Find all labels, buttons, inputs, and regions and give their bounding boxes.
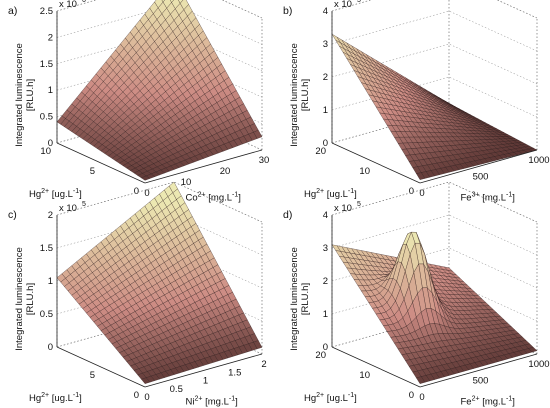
surface-mesh bbox=[331, 231, 538, 384]
z-tick-label: 2 bbox=[48, 210, 53, 221]
z-tick-label: 2 bbox=[323, 276, 328, 287]
metal-tick-label: 1.5 bbox=[228, 367, 241, 378]
z-exponent: 5 bbox=[357, 201, 361, 208]
metal-axis-label: Fe2+ [mg.L-1] bbox=[461, 396, 515, 408]
hg-tick-label: 20 bbox=[315, 146, 326, 157]
surface-mesh bbox=[56, 181, 263, 384]
z-multiplier: x 10 bbox=[334, 203, 352, 214]
metal-axis-label: Fe3+ [mg.L-1] bbox=[461, 192, 515, 204]
metal-tick-label: 0 bbox=[419, 392, 424, 403]
z-tick-label: 1.5 bbox=[40, 59, 53, 70]
z-exponent: 6 bbox=[82, 0, 86, 4]
metal-tick-label: 20 bbox=[220, 166, 231, 177]
metal-axis-label: Ni2+ [mg.L-1] bbox=[186, 396, 238, 408]
hg-axis-label: Hg2+ [ug.L-1] bbox=[304, 392, 357, 404]
z-tick-label: 0.5 bbox=[40, 112, 53, 123]
metal-tick-label: 0 bbox=[144, 188, 149, 199]
hg-tick-label: 10 bbox=[40, 146, 51, 157]
hg-axis-label: Hg2+ [ug.L-1] bbox=[29, 188, 82, 200]
metal-tick-label: 10 bbox=[181, 177, 192, 188]
metal-tick-label: 2 bbox=[261, 359, 266, 370]
axis-lines bbox=[331, 215, 538, 388]
metal-tick-label: 1000 bbox=[528, 359, 549, 370]
metal-tick-label: 0 bbox=[144, 392, 149, 403]
panel-label: a) bbox=[8, 5, 17, 17]
panel-c: 0 0.5 1 1.5 2 x 10 5 0 5 0 0.5 1 1.5 2 Hg2+ [ug.L-1] Ni… bbox=[8, 181, 267, 408]
z-tick-label: 0 bbox=[323, 342, 328, 353]
hg-axis-label: Hg2+ [ug.L-1] bbox=[29, 392, 82, 404]
hg-tick-label: 10 bbox=[359, 166, 370, 177]
hg-tick-label: 20 bbox=[315, 350, 326, 361]
hg-tick-label: 0 bbox=[134, 390, 139, 401]
z-axis-label: Integrated luminescence bbox=[289, 247, 300, 351]
z-tick-label: 0 bbox=[323, 138, 328, 149]
metal-axis-label: Co2+ [mg.L-1] bbox=[186, 192, 241, 204]
hg-tick-label: 5 bbox=[90, 166, 95, 177]
z-tick-label: 1 bbox=[323, 105, 328, 116]
z-exponent: 5 bbox=[357, 0, 361, 4]
z-axis-label: [RLU.h] bbox=[25, 79, 36, 111]
z-exponent: 5 bbox=[82, 201, 86, 208]
metal-tick-label: 30 bbox=[259, 155, 270, 166]
z-multiplier: x 10 bbox=[59, 0, 77, 10]
z-tick-label: 3 bbox=[323, 243, 328, 254]
panel-label: b) bbox=[283, 5, 292, 17]
metal-tick-label: 500 bbox=[473, 376, 489, 387]
z-tick-label: 0.5 bbox=[40, 309, 53, 320]
z-multiplier: x 10 bbox=[334, 0, 352, 10]
hg-tick-label: 0 bbox=[134, 186, 139, 197]
z-tick-label: 1 bbox=[48, 276, 53, 287]
z-axis-label: [RLU.h] bbox=[300, 79, 311, 111]
z-tick-label: 4 bbox=[323, 6, 328, 17]
panel-label: d) bbox=[283, 209, 292, 221]
axis-lines bbox=[56, 215, 263, 388]
hg-tick-label: 10 bbox=[359, 370, 370, 381]
panel-label: c) bbox=[8, 209, 17, 221]
z-tick-label: 3 bbox=[323, 39, 328, 50]
z-multiplier: x 10 bbox=[59, 203, 77, 214]
hg-tick-label: 5 bbox=[90, 370, 95, 381]
axis-lines bbox=[56, 11, 263, 184]
metal-tick-label: 500 bbox=[473, 172, 489, 183]
metal-tick-label: 0 bbox=[419, 188, 424, 199]
hg-tick-label: 0 bbox=[409, 390, 414, 401]
z-tick-label: 2 bbox=[323, 72, 328, 83]
metal-tick-label: 1000 bbox=[528, 155, 549, 166]
z-tick-label: 2 bbox=[48, 32, 53, 43]
z-tick-label: 1 bbox=[48, 85, 53, 96]
z-axis-label: Integrated luminescence bbox=[14, 247, 25, 351]
z-tick-label: 1 bbox=[323, 309, 328, 320]
metal-tick-label: 0.5 bbox=[170, 384, 183, 395]
z-axis-label: Integrated luminescence bbox=[14, 43, 25, 147]
z-axis-label: [RLU.h] bbox=[300, 283, 311, 315]
z-tick-label: 1.5 bbox=[40, 243, 53, 254]
z-tick-label: 4 bbox=[323, 210, 328, 221]
z-tick-label: 0 bbox=[48, 342, 53, 353]
surface-mesh bbox=[331, 33, 538, 180]
z-axis-label: Integrated luminescence bbox=[289, 43, 300, 147]
z-axis-label: [RLU.h] bbox=[25, 283, 36, 315]
axis-lines bbox=[331, 11, 538, 184]
metal-tick-label: 1 bbox=[203, 376, 208, 387]
hg-axis-label: Hg2+ [ug.L-1] bbox=[304, 188, 357, 200]
hg-tick-label: 0 bbox=[409, 186, 414, 197]
surface-mesh bbox=[56, 0, 263, 181]
z-tick-label: 0 bbox=[48, 138, 53, 149]
z-tick-label: 2.5 bbox=[40, 6, 53, 17]
